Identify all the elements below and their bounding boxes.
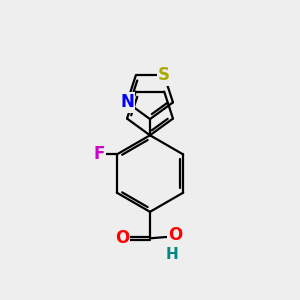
Text: O: O <box>115 229 129 247</box>
Text: N: N <box>120 93 134 111</box>
Text: H: H <box>166 247 178 262</box>
Text: S: S <box>158 66 170 84</box>
Text: F: F <box>94 146 105 164</box>
Text: O: O <box>169 226 183 244</box>
